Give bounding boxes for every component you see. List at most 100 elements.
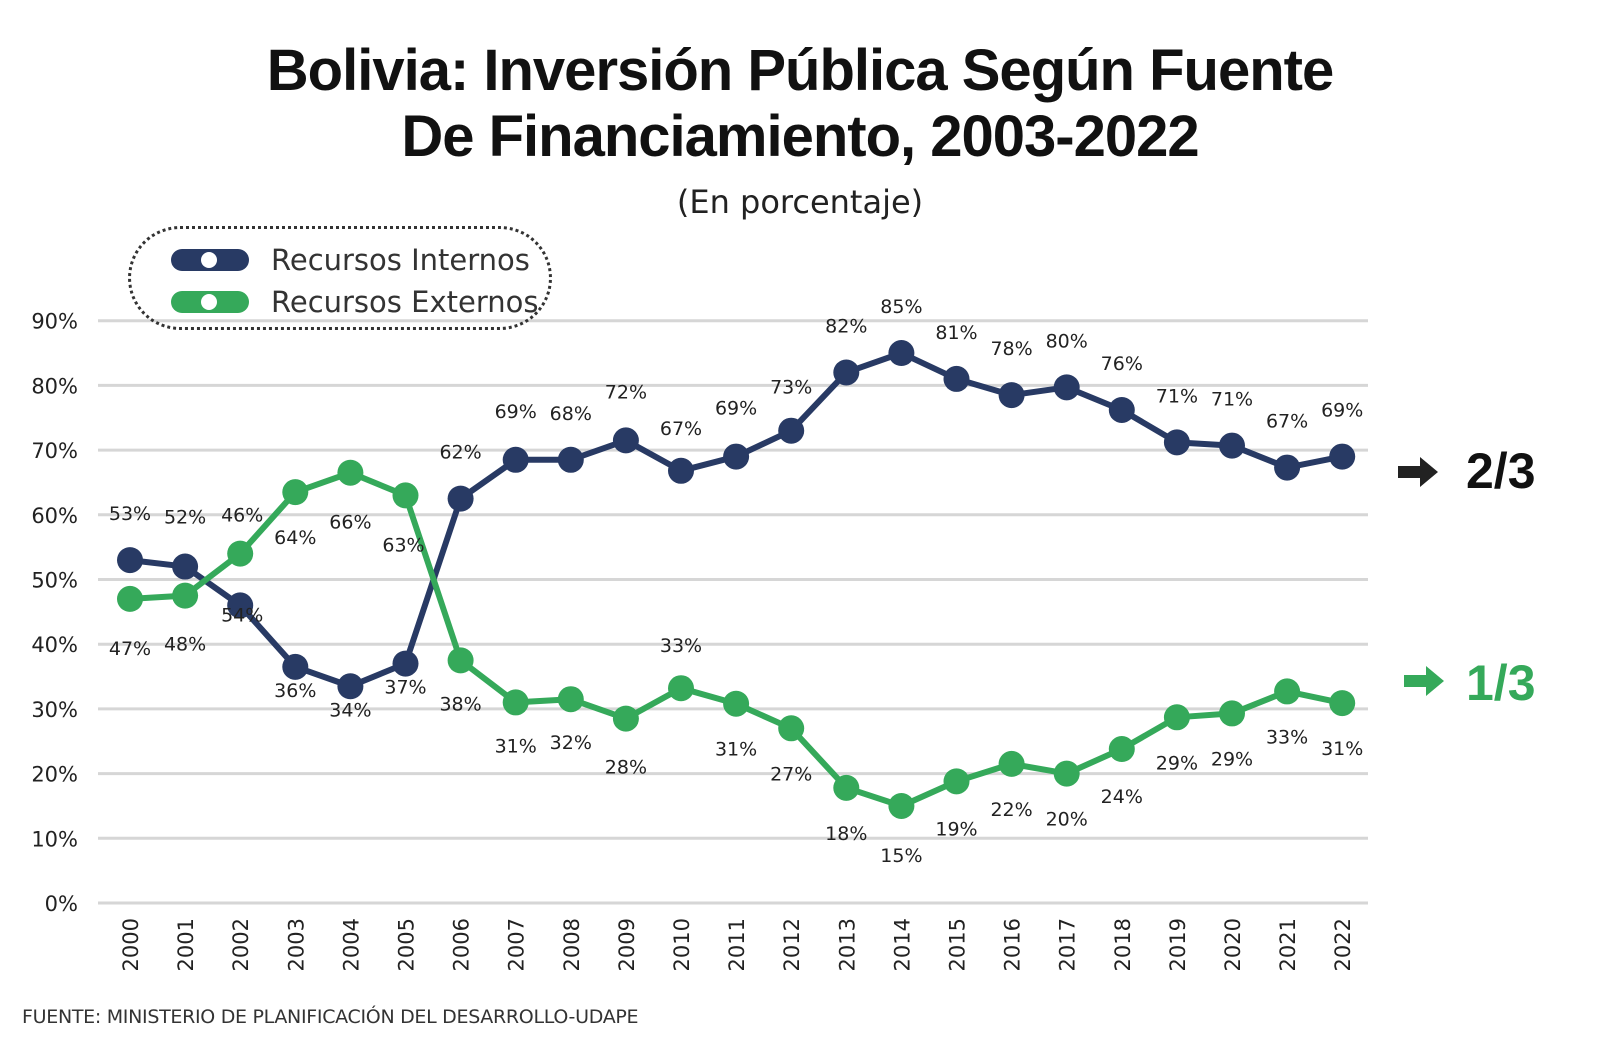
data-label-externos: 31% (1321, 738, 1363, 760)
x-tick-label: 2012 (780, 918, 804, 971)
data-point-internos (998, 382, 1025, 409)
x-tick-label: 2015 (946, 918, 970, 971)
data-point-externos (117, 585, 143, 612)
data-label-internos: 34% (329, 699, 371, 721)
x-tick-label: 2002 (229, 918, 253, 971)
data-point-externos (1163, 704, 1190, 731)
x-tick-label: 2010 (670, 918, 694, 971)
legend-label-internos: Recursos Internos (271, 243, 530, 277)
x-tick-label: 2017 (1056, 918, 1080, 971)
data-label-internos: 73% (770, 377, 812, 399)
data-label-externos: 22% (990, 799, 1032, 821)
data-point-internos (282, 653, 309, 680)
y-tick-label: 80% (31, 374, 78, 398)
data-label-internos: 69% (1321, 400, 1363, 422)
data-point-internos (612, 427, 639, 454)
data-point-internos (943, 365, 970, 392)
data-label-externos: 46% (221, 505, 263, 527)
legend-swatch-internos (171, 249, 249, 271)
data-label-externos: 24% (1101, 786, 1143, 808)
data-point-internos (1108, 396, 1135, 423)
x-tick-label: 2018 (1111, 918, 1135, 971)
x-tick-label: 2001 (174, 918, 198, 971)
data-label-internos: 62% (439, 442, 481, 464)
data-label-externos: 28% (605, 757, 647, 779)
data-label-internos: 52% (164, 507, 206, 529)
data-label-externos: 27% (770, 763, 812, 785)
data-point-internos (1274, 454, 1301, 481)
chart-title-line-1: Bolivia: Inversión Pública Según Fuente (266, 38, 1334, 103)
data-label-externos: 15% (880, 845, 922, 867)
arrow-right-icon (1398, 457, 1438, 487)
arrow-right-icon (1404, 666, 1444, 696)
legend-swatch-externos (171, 291, 249, 313)
data-point-internos (117, 547, 143, 574)
data-label-externos: 29% (1156, 752, 1198, 774)
data-label-externos: 31% (495, 735, 537, 757)
data-point-internos (778, 417, 805, 444)
data-label-internos: 36% (274, 680, 316, 702)
externos-share-annotation: 1/3 (1466, 655, 1536, 711)
x-tick-label: 2022 (1331, 918, 1355, 971)
x-tick-label: 2014 (890, 918, 914, 971)
x-tick-label: 2021 (1276, 918, 1300, 971)
data-label-internos: 71% (1211, 389, 1253, 411)
x-tick-label: 2011 (725, 918, 749, 971)
chart-legend: Recursos Internos Recursos Externos (128, 226, 552, 330)
data-label-externos: 48% (164, 634, 206, 656)
data-point-internos (337, 673, 364, 700)
y-tick-label: 0% (45, 892, 78, 916)
data-point-externos (172, 582, 199, 609)
data-point-internos (502, 446, 529, 473)
legend-item-internos: Recursos Internos (171, 240, 530, 280)
x-tick-label: 2009 (615, 918, 639, 971)
data-label-externos: 38% (439, 693, 481, 715)
data-label-internos: 72% (605, 381, 647, 403)
data-point-internos (833, 359, 860, 386)
data-point-externos (502, 689, 529, 716)
data-point-externos (833, 774, 860, 801)
data-point-externos (337, 459, 364, 486)
data-label-externos: 32% (550, 732, 592, 754)
data-label-externos: 31% (715, 739, 757, 761)
x-tick-label: 2006 (450, 918, 474, 971)
x-tick-label: 2003 (284, 918, 308, 971)
x-tick-label: 2013 (835, 918, 859, 971)
data-label-internos: 68% (550, 403, 592, 425)
data-point-externos (778, 715, 805, 742)
data-label-internos: 53% (109, 503, 151, 525)
x-tick-label: 2004 (339, 918, 363, 971)
data-point-externos (1329, 690, 1356, 717)
data-label-externos: 66% (329, 512, 371, 534)
data-point-externos (557, 686, 584, 713)
data-label-externos: 47% (109, 638, 151, 660)
x-tick-label: 2005 (395, 918, 419, 971)
data-point-internos (1163, 429, 1190, 456)
data-label-internos: 69% (495, 401, 537, 423)
data-point-internos (1329, 443, 1356, 470)
data-label-internos: 54% (221, 604, 263, 626)
data-point-internos (227, 592, 254, 619)
data-label-internos: 67% (660, 418, 702, 440)
x-tick-label: 2000 (119, 918, 143, 971)
legend-item-externos: Recursos Externos (171, 282, 538, 322)
data-label-internos: 67% (1266, 411, 1308, 433)
y-tick-label: 20% (31, 763, 78, 787)
data-label-externos: 33% (660, 635, 702, 657)
data-label-internos: 82% (825, 315, 867, 337)
data-label-externos: 64% (274, 527, 316, 549)
data-point-externos (998, 750, 1025, 777)
data-label-externos: 29% (1211, 748, 1253, 770)
data-label-externos: 33% (1266, 726, 1308, 748)
data-point-externos (447, 647, 474, 674)
data-point-internos (1053, 374, 1080, 401)
data-point-internos (723, 443, 750, 470)
data-label-internos: 76% (1101, 353, 1143, 375)
data-point-internos (392, 650, 419, 677)
data-label-internos: 69% (715, 398, 757, 420)
data-point-internos (172, 553, 199, 580)
y-tick-label: 30% (31, 698, 78, 722)
data-point-externos (943, 768, 970, 795)
data-label-internos: 37% (384, 677, 426, 699)
